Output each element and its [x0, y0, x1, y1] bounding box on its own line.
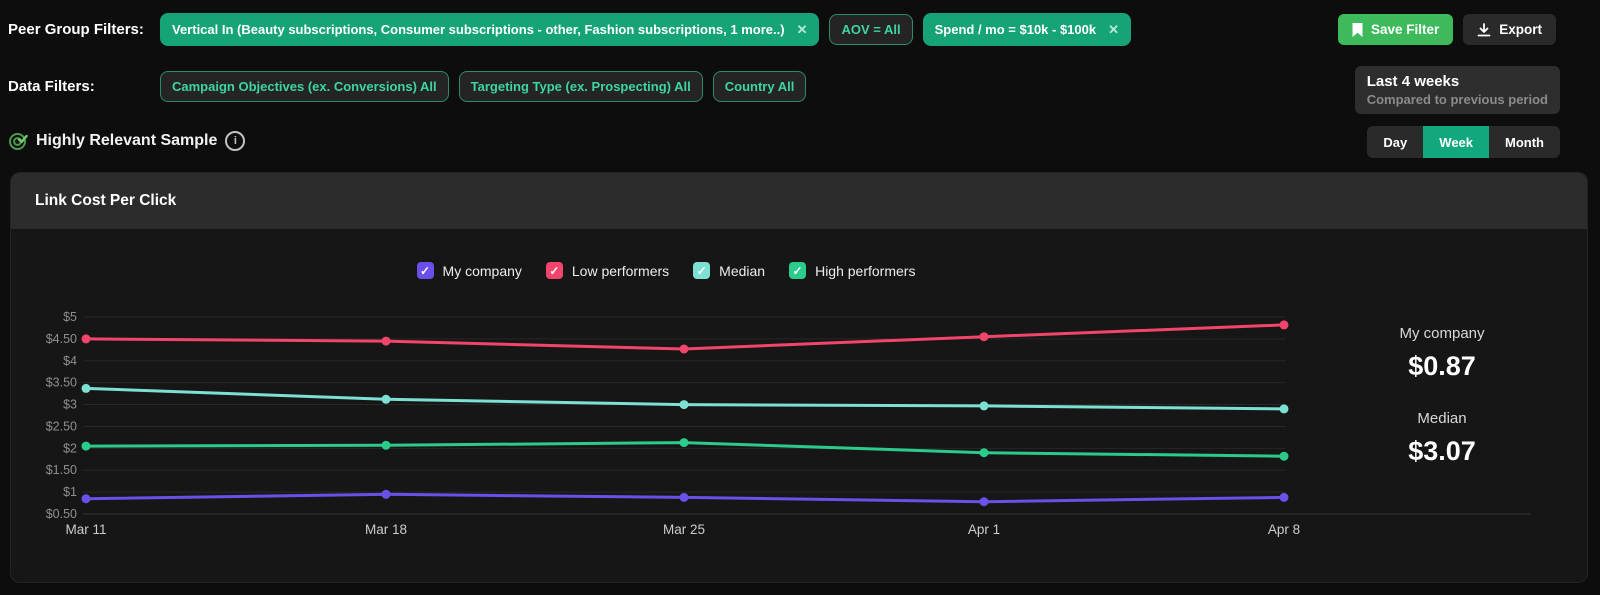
legend-item-median: ✓ Median — [693, 262, 765, 279]
export-label: Export — [1499, 22, 1542, 37]
stat-label: My company — [1399, 325, 1485, 342]
svg-text:Apr 1: Apr 1 — [968, 522, 1000, 537]
date-range-subtitle: Compared to previous period — [1366, 92, 1548, 107]
filter-chip-campaign-objectives-ex-convers[interactable]: Campaign Objectives (ex. Conversions) Al… — [160, 71, 449, 102]
date-range-title: Last 4 weeks — [1366, 73, 1460, 90]
x-axis: Mar 11 Mar 18 Mar 25 Apr 1 Apr 8 — [65, 522, 1300, 537]
granularity-option-week[interactable]: Week — [1423, 126, 1490, 158]
target-icon — [9, 133, 28, 150]
filter-chip-label: Country All — [724, 79, 795, 94]
peer-group-filter-row: Peer Group Filters: Vertical In (Beauty … — [8, 13, 1556, 46]
date-range-box[interactable]: Last 4 weeks Compared to previous period — [1354, 66, 1560, 114]
chart-stats: My company $0.87 Median $3.07 — [1337, 325, 1547, 467]
svg-text:$4: $4 — [63, 354, 77, 368]
data-filter-row: Data Filters: Campaign Objectives (ex. C… — [8, 71, 1560, 102]
svg-text:$2.50: $2.50 — [46, 419, 77, 433]
svg-text:$1: $1 — [63, 485, 77, 499]
download-icon — [1477, 22, 1491, 36]
legend-label: Median — [719, 262, 766, 279]
svg-text:Mar 18: Mar 18 — [365, 522, 407, 537]
legend-item-low-performers: ✓ Low performers — [545, 262, 670, 279]
svg-text:$2: $2 — [63, 441, 77, 455]
save-filter-button[interactable]: Save Filter — [1337, 14, 1454, 45]
filter-chip-label: Targeting Type (ex. Prospecting) All — [470, 79, 691, 94]
sample-row: Highly Relevant Sample i — [8, 131, 246, 151]
svg-text:$4.50: $4.50 — [46, 332, 77, 346]
svg-text:$1.50: $1.50 — [46, 463, 77, 477]
chip-close-icon[interactable]: ✕ — [1108, 22, 1120, 37]
legend-item-my-company: ✓ My company — [416, 262, 522, 279]
chip-close-icon[interactable]: ✕ — [796, 22, 808, 37]
legend-label: Low performers — [571, 262, 670, 279]
filter-chip-spend-mo-10k-100k[interactable]: Spend / mo = $10k - $100k ✕ — [922, 13, 1132, 46]
legend-checkbox-my-company[interactable]: ✓ — [416, 262, 434, 279]
stat-my-company: My company $0.87 — [1337, 325, 1547, 382]
granularity-option-day[interactable]: Day — [1367, 126, 1423, 158]
filter-chip-label: Campaign Objectives (ex. Conversions) Al… — [172, 79, 437, 94]
svg-text:Mar 11: Mar 11 — [65, 522, 106, 537]
legend-label: High performers — [815, 262, 916, 279]
data-filter-chips: Campaign Objectives (ex. Conversions) Al… — [160, 71, 807, 102]
filter-chip-targeting-type-ex-prospecting-[interactable]: Targeting Type (ex. Prospecting) All — [458, 71, 703, 102]
save-filter-label: Save Filter — [1370, 22, 1440, 37]
granularity-toggle: Day Week Month — [1367, 126, 1560, 158]
panel-title: Link Cost Per Click — [35, 192, 177, 209]
export-button[interactable]: Export — [1463, 14, 1556, 45]
svg-text:$0.50: $0.50 — [46, 507, 77, 521]
data-filters-label: Data Filters: — [8, 78, 95, 95]
stat-value: $3.07 — [1408, 436, 1476, 466]
filter-chip-country-all[interactable]: Country All — [712, 71, 807, 102]
svg-text:Mar 25: Mar 25 — [663, 522, 705, 537]
bookmark-icon — [1352, 22, 1363, 37]
info-icon[interactable]: i — [225, 131, 246, 151]
peer-group-chips: Vertical In (Beauty subscriptions, Consu… — [160, 13, 1132, 46]
legend-checkbox-low-performers[interactable]: ✓ — [545, 262, 563, 279]
stat-median: Median $3.07 — [1337, 410, 1547, 467]
peer-group-filters-label: Peer Group Filters: — [8, 21, 144, 38]
panel-header: Link Cost Per Click — [11, 173, 1587, 229]
legend-checkbox-median[interactable]: ✓ — [693, 262, 711, 279]
legend-item-high-performers: ✓ High performers — [789, 262, 915, 279]
svg-text:Apr 8: Apr 8 — [1268, 522, 1300, 537]
legend-label: My company — [442, 262, 522, 279]
svg-text:$3: $3 — [63, 398, 77, 412]
stat-label: Median — [1417, 410, 1467, 427]
svg-text:$3.50: $3.50 — [46, 376, 77, 390]
filter-chip-aov-all[interactable]: AOV = All — [829, 14, 913, 45]
granularity-option-month[interactable]: Month — [1489, 126, 1560, 158]
series-low-performers — [81, 320, 1289, 354]
filter-chip-label: Spend / mo = $10k - $100k — [934, 22, 1097, 37]
series-high-performers — [81, 438, 1289, 461]
filter-chip-label: AOV = All — [841, 22, 901, 37]
chart-legend: ✓ My company ✓ Low performers ✓ Median ✓ High p… — [11, 262, 1321, 279]
legend-checkbox-high-performers[interactable]: ✓ — [789, 262, 807, 279]
svg-text:$5: $5 — [63, 310, 77, 324]
filter-chip-label: Vertical In (Beauty subscriptions, Consu… — [172, 22, 785, 37]
chart-panel: Link Cost Per Click ✓ My company ✓ Low perf… — [10, 172, 1588, 583]
series-my-company — [81, 489, 1289, 507]
highly-relevant-sample-label: Highly Relevant Sample — [36, 132, 218, 149]
stat-value: $0.87 — [1408, 351, 1476, 381]
header-actions: Save Filter Export — [1337, 14, 1556, 45]
filter-chip-vertical-in-beauty-subscriptio[interactable]: Vertical In (Beauty subscriptions, Consu… — [160, 13, 820, 46]
series-median — [81, 383, 1289, 414]
